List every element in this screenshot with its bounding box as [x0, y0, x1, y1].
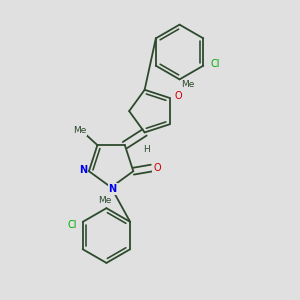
Text: Me: Me [73, 126, 86, 135]
Text: H: H [143, 145, 149, 154]
Text: Cl: Cl [211, 59, 220, 69]
Text: Cl: Cl [67, 220, 76, 230]
Text: N: N [79, 165, 87, 175]
Text: Me: Me [98, 196, 112, 205]
Text: Me: Me [181, 80, 194, 89]
Text: O: O [153, 163, 161, 173]
Text: O: O [175, 92, 182, 101]
Text: N: N [109, 184, 117, 194]
